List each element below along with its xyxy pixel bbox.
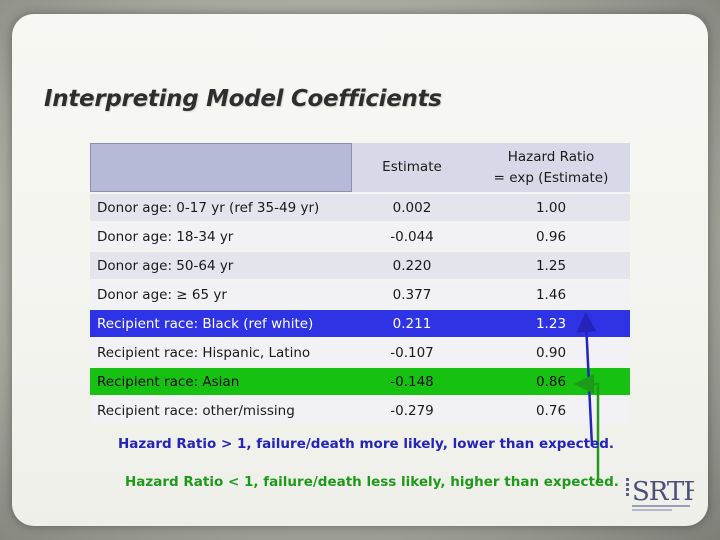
note-hazard-greater: Hazard Ratio > 1, failure/death more lik… [118,436,615,452]
row-label: Recipient race: Black (ref white) [90,310,352,337]
table-row: Donor age: ≥ 65 yr 0.377 1.46 [90,281,630,308]
row-label: Donor age: 50-64 yr [90,252,352,279]
row-estimate: 0.002 [352,194,472,221]
svg-text:SRTR: SRTR [632,477,694,507]
row-label: Recipient race: Asian [90,368,352,395]
table-row: Donor age: 50-64 yr 0.220 1.25 [90,252,630,279]
green-arrow [574,374,600,482]
table-header-row: Estimate Hazard Ratio = exp (Estimate) [90,143,630,192]
table-row: Recipient race: other/missing -0.279 0.76 [90,397,630,424]
row-label: Recipient race: Hispanic, Latino [90,339,352,366]
row-estimate: -0.279 [352,397,472,424]
row-label: Recipient race: other/missing [90,397,352,424]
srtr-logo: SRTR [626,477,694,511]
row-hazard-ratio: 0.76 [472,397,630,424]
row-estimate: 0.220 [352,252,472,279]
row-estimate: -0.044 [352,223,472,250]
row-hazard-ratio: 0.96 [472,223,630,250]
row-hazard-ratio: 1.00 [472,194,630,221]
row-hazard-ratio: 0.90 [472,339,630,366]
row-label: Donor age: 18-34 yr [90,223,352,250]
row-estimate: 0.211 [352,310,472,337]
slide-title: Interpreting Model Coefficients [44,86,442,112]
table-row: Donor age: 0-17 yr (ref 35-49 yr) 0.002 1.… [90,194,630,221]
row-hazard-ratio: 1.23 [472,310,630,337]
row-estimate: -0.148 [352,368,472,395]
note-hazard-less: Hazard Ratio < 1, failure/death less lik… [125,474,619,490]
coefficients-table: Estimate Hazard Ratio = exp (Estimate) D… [90,141,630,426]
table-row: Recipient race: Hispanic, Latino -0.107 0.… [90,339,630,366]
row-estimate: -0.107 [352,339,472,366]
row-label: Donor age: ≥ 65 yr [90,281,352,308]
table-row: Recipient race: Black (ref white) 0.211 1.… [90,310,630,337]
row-label: Donor age: 0-17 yr (ref 35-49 yr) [90,194,352,221]
row-hazard-ratio: 1.46 [472,281,630,308]
table-row: Donor age: 18-34 yr -0.044 0.96 [90,223,630,250]
header-estimate: Estimate [352,143,472,192]
header-hazard-ratio: Hazard Ratio = exp (Estimate) [472,143,630,192]
header-hazard-ratio-line2: = exp (Estimate) [493,169,609,186]
row-hazard-ratio: 0.86 [472,368,630,395]
row-estimate: 0.377 [352,281,472,308]
header-hazard-ratio-line1: Hazard Ratio [507,148,595,165]
table-row: Recipient race: Asian -0.148 0.86 [90,368,630,395]
row-hazard-ratio: 1.25 [472,252,630,279]
header-blank-cell [90,143,352,192]
